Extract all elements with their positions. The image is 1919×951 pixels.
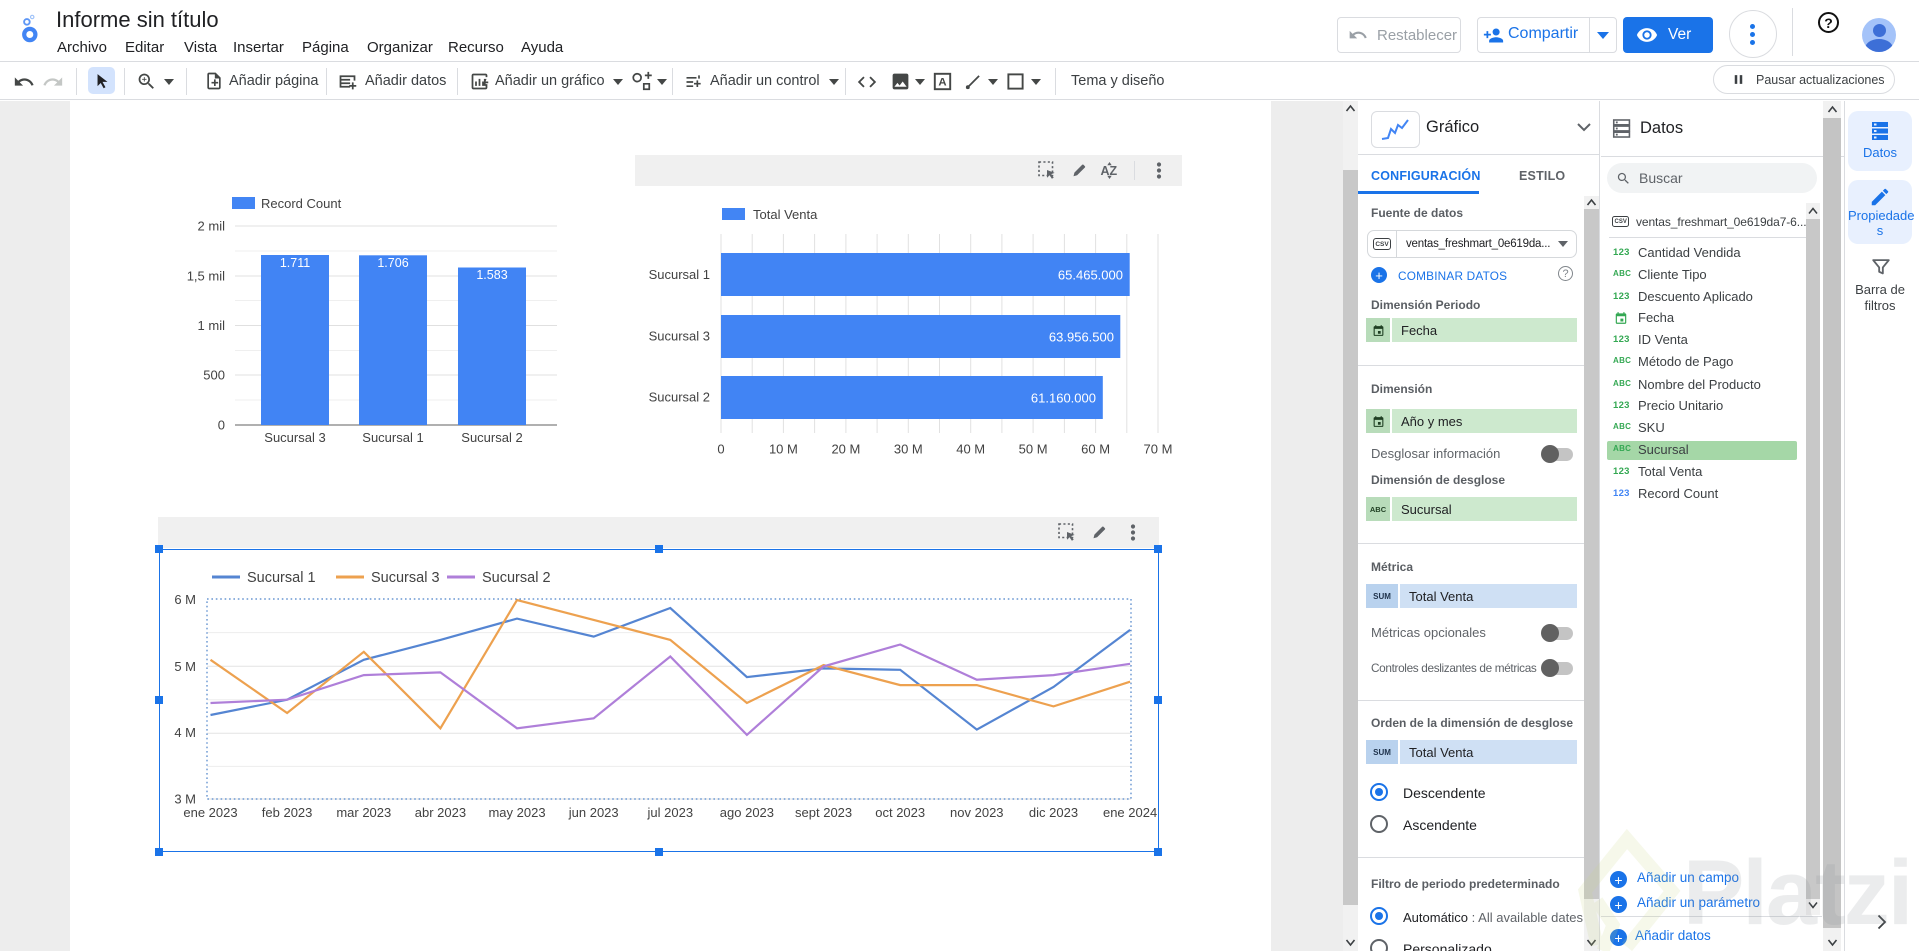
svg-text:2 mil: 2 mil xyxy=(198,219,226,234)
svg-text:Sucursal 2: Sucursal 2 xyxy=(649,390,710,405)
svg-text:500: 500 xyxy=(203,368,225,383)
svg-text:dic 2023: dic 2023 xyxy=(1029,805,1078,820)
svg-text:20 M: 20 M xyxy=(831,442,860,457)
svg-text:4 M: 4 M xyxy=(174,725,196,740)
svg-text:65.465.000: 65.465.000 xyxy=(1058,268,1123,283)
svg-text:Platzi: Platzi xyxy=(1683,842,1911,944)
svg-text:Total Venta: Total Venta xyxy=(753,207,818,222)
svg-text:feb 2023: feb 2023 xyxy=(262,805,313,820)
svg-text:may 2023: may 2023 xyxy=(488,805,545,820)
svg-text:oct 2023: oct 2023 xyxy=(875,805,925,820)
svg-text:61.160.000: 61.160.000 xyxy=(1031,391,1096,406)
svg-text:Sucursal 3: Sucursal 3 xyxy=(264,430,325,445)
svg-text:1.711: 1.711 xyxy=(280,256,310,270)
svg-text:A: A xyxy=(938,77,946,89)
svg-text:63.956.500: 63.956.500 xyxy=(1049,330,1114,345)
svg-text:Record Count: Record Count xyxy=(261,196,342,211)
svg-text:0: 0 xyxy=(717,442,724,457)
svg-text:sept 2023: sept 2023 xyxy=(795,805,852,820)
svg-text:ago 2023: ago 2023 xyxy=(720,805,774,820)
svg-text:1,5 mil: 1,5 mil xyxy=(187,269,225,284)
svg-text:nov 2023: nov 2023 xyxy=(950,805,1004,820)
svg-text:Sucursal 3: Sucursal 3 xyxy=(371,570,440,586)
svg-text:ene 2024: ene 2024 xyxy=(1103,805,1157,820)
svg-text:70 M: 70 M xyxy=(1144,442,1173,457)
svg-text:10 M: 10 M xyxy=(769,442,798,457)
svg-text:jun 2023: jun 2023 xyxy=(568,805,619,820)
svg-text:abr 2023: abr 2023 xyxy=(415,805,466,820)
svg-text:mar 2023: mar 2023 xyxy=(336,805,391,820)
svg-text:5 M: 5 M xyxy=(174,659,196,674)
svg-text:1.583: 1.583 xyxy=(476,268,507,282)
svg-text:Sucursal 1: Sucursal 1 xyxy=(247,570,316,586)
svg-text:Sucursal 1: Sucursal 1 xyxy=(649,267,710,282)
svg-text:1.706: 1.706 xyxy=(377,256,408,270)
svg-text:Sucursal 2: Sucursal 2 xyxy=(482,570,551,586)
svg-text:50 M: 50 M xyxy=(1019,442,1048,457)
svg-text:0: 0 xyxy=(218,418,225,433)
svg-text:Sucursal 2: Sucursal 2 xyxy=(461,430,522,445)
svg-text:3 M: 3 M xyxy=(174,792,196,807)
svg-text:Sucursal 3: Sucursal 3 xyxy=(649,329,710,344)
svg-text:1 mil: 1 mil xyxy=(198,318,226,333)
svg-text:Z: Z xyxy=(1110,164,1118,178)
svg-text:jul 2023: jul 2023 xyxy=(647,805,694,820)
svg-text:Sucursal 1: Sucursal 1 xyxy=(362,430,423,445)
svg-text:30 M: 30 M xyxy=(894,442,923,457)
svg-text:6 M: 6 M xyxy=(174,592,196,607)
svg-text:ene 2023: ene 2023 xyxy=(183,805,237,820)
svg-text:60 M: 60 M xyxy=(1081,442,1110,457)
svg-text:40 M: 40 M xyxy=(956,442,985,457)
svg-text:A: A xyxy=(1101,164,1110,178)
